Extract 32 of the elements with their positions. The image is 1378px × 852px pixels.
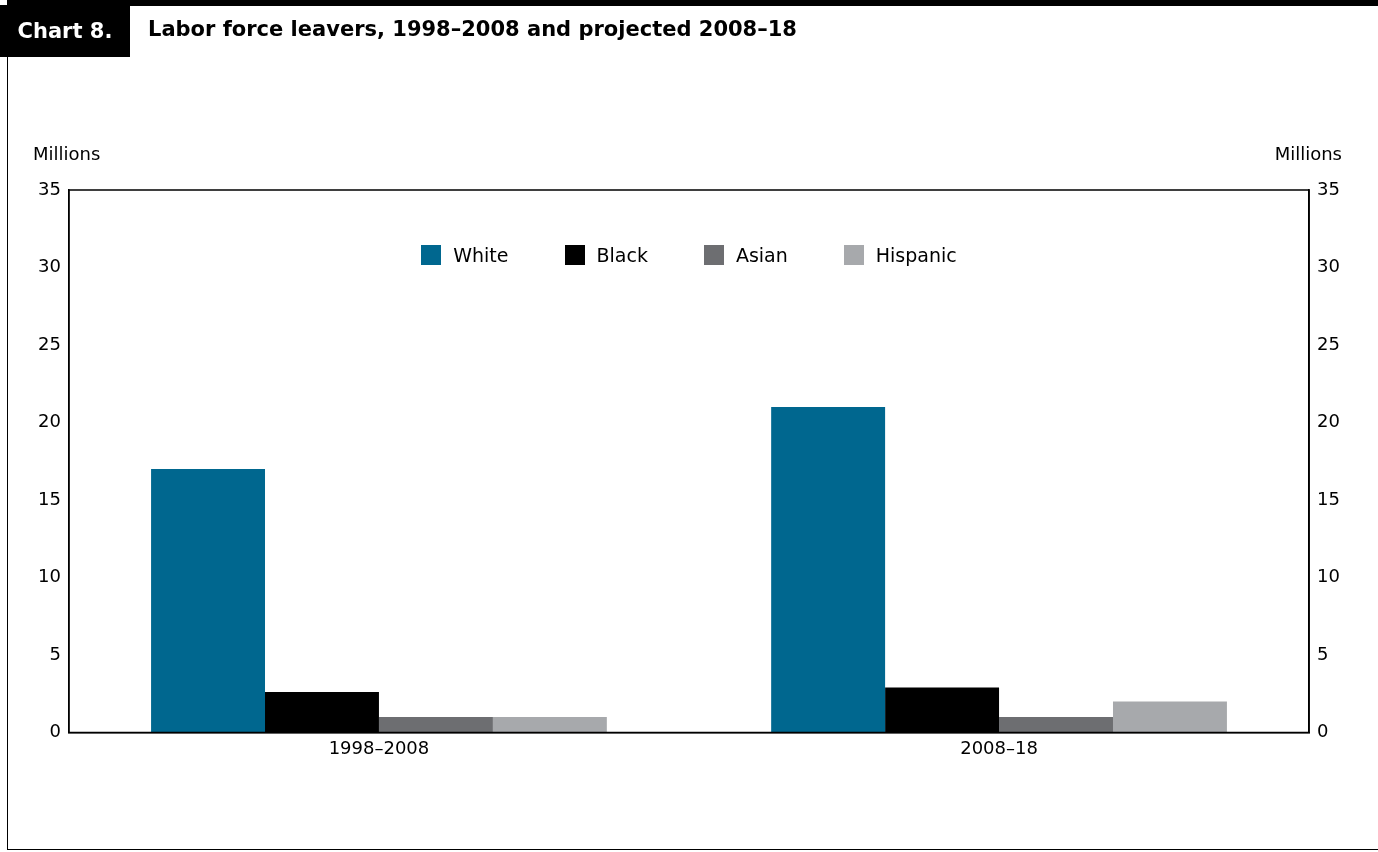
y2-tick-label: 10 — [1317, 565, 1340, 587]
y-tick-label: 0 — [49, 720, 61, 742]
y2-tick-label: 0 — [1317, 720, 1329, 742]
bar — [151, 468, 266, 733]
legend-label: Hispanic — [875, 244, 957, 266]
y2-tick-label: 5 — [1317, 642, 1329, 664]
y2-tick-label: 15 — [1317, 487, 1340, 509]
y2-axis-title: Millions — [1274, 143, 1342, 164]
bar — [378, 716, 493, 733]
y-axis-title: Millions — [33, 143, 101, 164]
bar — [1112, 701, 1227, 733]
bar — [771, 406, 886, 733]
y2-tick-label: 20 — [1317, 410, 1340, 432]
y2-tick-label: 35 — [1317, 177, 1340, 199]
bar — [999, 716, 1113, 733]
y-tick-label: 25 — [38, 332, 61, 354]
y-tick-label: 10 — [38, 565, 61, 587]
y2-tick-label: 30 — [1317, 255, 1340, 277]
chart-title: Labor force leavers, 1998–2008 and projected 2008–18 — [148, 17, 797, 41]
caption: Chart 8. — [0, 5, 130, 57]
y-tick-label: 35 — [38, 177, 61, 199]
legend-label: Asian — [735, 244, 788, 266]
legend-label: Black — [596, 244, 648, 266]
legend-label: White — [453, 244, 509, 266]
y-tick-label: 5 — [49, 642, 61, 664]
y2-tick-label: 25 — [1317, 332, 1340, 354]
bar — [492, 716, 607, 733]
y-tick-label: 20 — [38, 410, 61, 432]
y-tick-label: 15 — [38, 487, 61, 509]
x-tick-label: 1998–2008 — [328, 736, 430, 758]
y-tick-label: 30 — [38, 255, 61, 277]
x-tick-label: 2008–18 — [960, 736, 1038, 758]
